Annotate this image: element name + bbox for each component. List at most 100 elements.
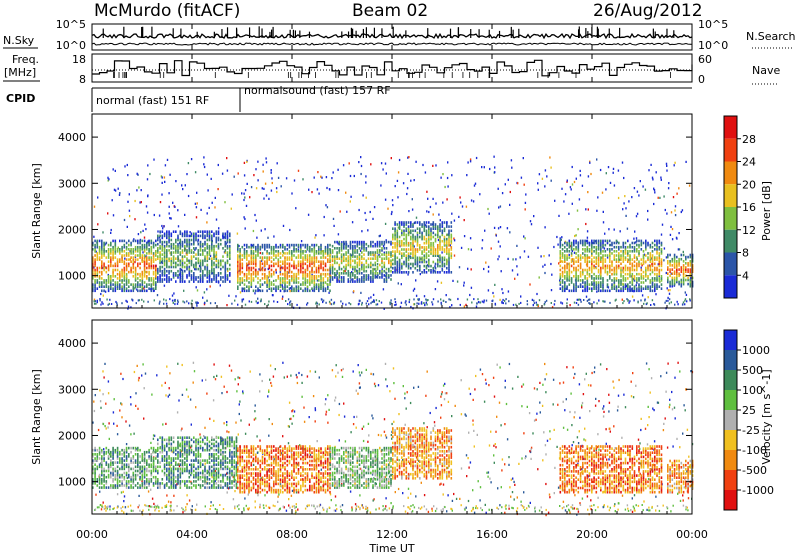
echo-cell: [284, 252, 286, 255]
ground-cell: [174, 303, 175, 305]
scatter-cell: [489, 444, 490, 446]
echo-cell: [634, 285, 636, 288]
echo-cell: [605, 244, 607, 247]
scatter-cell: [641, 267, 642, 269]
echo-cell: [593, 246, 595, 249]
echo-cell: [421, 246, 423, 249]
echo-cell: [638, 260, 640, 263]
ground-cell: [395, 304, 396, 306]
echo-cell: [366, 266, 368, 269]
echo-cell: [139, 290, 141, 293]
echo-cell: [580, 271, 582, 274]
scatter-cell: [622, 162, 623, 164]
scatter-cell: [494, 171, 495, 173]
ground-cell: [677, 301, 678, 303]
echo-cell: [645, 260, 647, 263]
scatter-cell: [162, 182, 163, 184]
echo-cell: [94, 269, 96, 272]
echo-cell: [435, 234, 437, 237]
echo-cell: [446, 234, 448, 237]
echo-cell: [148, 263, 150, 266]
echo-cell: [451, 225, 453, 228]
echo-cell: [325, 246, 327, 249]
scatter-cell: [112, 199, 113, 201]
echo-cell: [200, 260, 202, 263]
ground-cell: [640, 299, 641, 301]
echo-cell: [620, 263, 622, 266]
ground-cell: [441, 303, 442, 305]
echo-cell: [451, 234, 453, 237]
echo-cell: [410, 230, 412, 233]
echo-cell: [253, 267, 255, 270]
scatter-cell: [159, 303, 160, 305]
echo-cell: [278, 258, 280, 261]
echo-cell: [189, 239, 191, 242]
scatter-cell: [569, 304, 570, 306]
echo-cell: [146, 242, 148, 245]
echo-cell: [659, 240, 661, 243]
scatter-cell: [358, 209, 359, 211]
ground-cell: [593, 301, 594, 303]
echo-cell: [560, 269, 562, 272]
scatter-cell: [246, 205, 247, 207]
echo-cell: [571, 277, 573, 280]
echo-cell: [368, 251, 370, 254]
scatter-cell: [145, 373, 146, 375]
scatter-cell: [260, 252, 261, 254]
ground-cell: [505, 298, 506, 300]
scatter-cell: [173, 292, 174, 294]
ground-cell: [425, 299, 426, 301]
scatter-cell: [432, 198, 433, 200]
ground-cell: [251, 301, 252, 303]
ground-cell: [445, 301, 446, 303]
echo-cell: [654, 248, 656, 251]
ground-cell: [646, 302, 647, 304]
echo-cell: [339, 241, 341, 244]
scatter-cell: [226, 304, 227, 306]
echo-cell: [94, 279, 96, 282]
echo-cell: [363, 257, 365, 260]
echo-cell: [99, 256, 101, 259]
scatter-cell: [129, 210, 130, 212]
scatter-cell: [102, 231, 103, 233]
echo-cell: [661, 287, 663, 290]
ground-cell: [204, 302, 205, 304]
echo-cell: [239, 248, 241, 251]
echo-cell: [381, 247, 383, 250]
echo-cell: [632, 287, 634, 290]
scatter-cell: [631, 196, 632, 198]
echo-cell: [151, 240, 153, 243]
echo-cell: [227, 268, 229, 271]
echo-cell: [195, 276, 197, 279]
ground-cell: [163, 299, 164, 301]
echo-cell: [200, 230, 202, 233]
scatter-cell: [100, 400, 101, 402]
ground-cell: [576, 302, 577, 304]
echo-cell: [195, 233, 197, 236]
ground-cell: [97, 301, 98, 303]
scatter-cell: [113, 168, 114, 170]
scatter-cell: [401, 302, 402, 304]
scatter-cell: [261, 230, 262, 232]
echo-cell: [379, 241, 381, 244]
scatter-cell: [245, 433, 246, 435]
echo-cell: [177, 264, 179, 267]
echo-cell: [229, 272, 231, 275]
echo-cell: [343, 241, 345, 244]
scatter-cell: [512, 478, 513, 480]
ground-cell: [520, 302, 521, 304]
scatter-cell: [554, 200, 555, 202]
echo-cell: [151, 290, 153, 293]
scatter-cell: [353, 416, 354, 418]
echo-cell: [401, 263, 403, 266]
echo-cell: [388, 241, 390, 244]
echo-cell: [406, 248, 408, 251]
scatter-cell: [421, 482, 422, 484]
scatter-cell: [560, 302, 561, 304]
scatter-cell: [667, 447, 668, 449]
ground-cell: [99, 299, 100, 301]
nsky-trace: [92, 26, 692, 45]
scatter-cell: [243, 193, 244, 195]
scatter-cell: [672, 408, 673, 410]
echo-cell: [424, 269, 426, 272]
